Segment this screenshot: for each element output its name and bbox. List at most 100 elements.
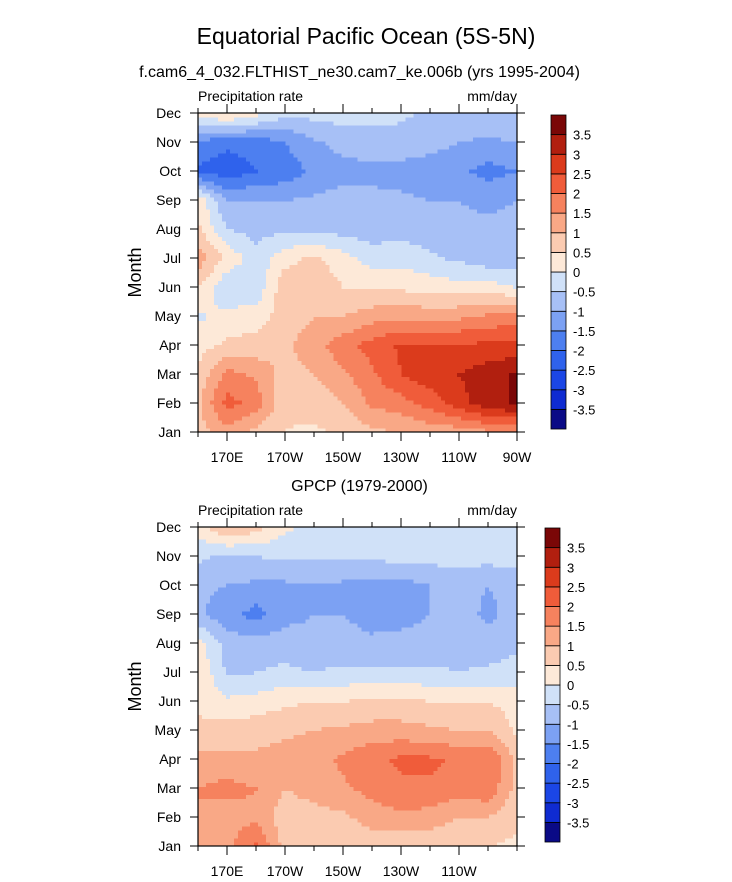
contour-cell [317,360,323,365]
contour-cell [249,420,255,425]
contour-cell [293,412,299,417]
contour-cell [353,324,359,329]
contour-cell [465,404,470,409]
contour-cell [349,364,355,369]
contour-cell [209,260,215,266]
contour-cell [325,252,331,258]
contour-cell [305,392,311,397]
contour-cell [337,400,343,405]
contour-cell [497,312,502,317]
contour-cell [313,404,319,409]
contour-cell [305,220,311,226]
contour-cell [369,384,375,389]
contour-cell [469,412,474,417]
contour-cell [245,388,251,393]
contour-cell [373,256,379,262]
contour-cell [237,232,243,238]
contour-cell [317,256,323,262]
contour-cell [241,408,247,413]
contour-cell [349,252,355,258]
contour-cell [353,240,359,246]
contour-cell [361,196,367,202]
contour-cell [265,380,271,385]
contour-cell [257,256,263,262]
contour-cell [361,204,367,210]
contour-cell [309,420,315,425]
contour-cell [377,420,383,425]
contour-cell [269,372,275,377]
contour-cell [421,408,426,413]
contour-cell [341,288,347,294]
contour-cell [253,308,259,313]
contour-cell [405,424,410,429]
contour-cell [237,352,243,357]
contour-cell [445,336,450,341]
contour-cell [225,364,231,369]
contour-cell [305,416,311,421]
contour-cell [321,180,327,186]
contour-cell [349,348,355,353]
contour-cell [301,216,307,222]
contour-cell [337,184,343,190]
contour-cell [349,240,355,246]
contour-cell [261,244,267,250]
contour-cell [349,296,355,302]
contour-cell [425,328,430,333]
contour-cell [445,228,450,234]
contour-cell [209,356,215,361]
contour-cell [341,404,347,409]
contour-cell [501,420,506,425]
contour-cell [453,252,458,258]
contour-cell [221,424,227,429]
contour-cell [249,288,255,294]
contour-cell [341,364,347,369]
contour-cell [205,192,211,198]
contour-cell [513,356,517,361]
contour-cell [333,220,339,226]
contour-cell [465,380,470,385]
contour-cell [405,420,410,425]
contour-cell [477,320,482,325]
contour-cell [485,272,490,278]
contour-cell [413,216,418,222]
contour-cell [437,352,442,357]
contour-cell [249,208,255,214]
contour-cell [293,340,299,345]
contour-cell [253,392,259,397]
contour-cell [445,236,450,242]
contour-cell [281,188,287,194]
contour-cell [317,224,323,230]
contour-cell [497,340,502,345]
contour-cell [293,236,299,242]
contour-cell [257,324,263,329]
contour-cell [213,416,219,421]
contour-cell [317,220,323,226]
contour-cell [417,220,422,226]
contour-cell [297,200,303,206]
contour-cell [285,240,291,246]
contour-cell [245,268,251,274]
contour-cell [485,280,490,286]
contour-cell [301,252,307,258]
contour-cell [489,392,494,397]
contour-cell [209,184,215,190]
contour-cell [373,312,379,317]
contour-cell [353,412,359,417]
contour-cell [465,324,470,329]
contour-cell [417,368,422,373]
contour-cell [401,256,406,262]
contour-cell [281,240,287,246]
contour-cell [505,236,510,242]
contour-cell [337,356,343,361]
contour-cell [293,256,299,262]
contour-cell [233,240,239,246]
contour-cell [465,396,470,401]
contour-cell [221,236,227,242]
contour-cell [429,296,434,302]
contour-cell [409,380,414,385]
contour-cell [237,340,243,345]
contour-cell [205,268,211,274]
contour-cell [389,212,394,218]
contour-cell [257,220,263,226]
contour-cell [353,232,359,238]
